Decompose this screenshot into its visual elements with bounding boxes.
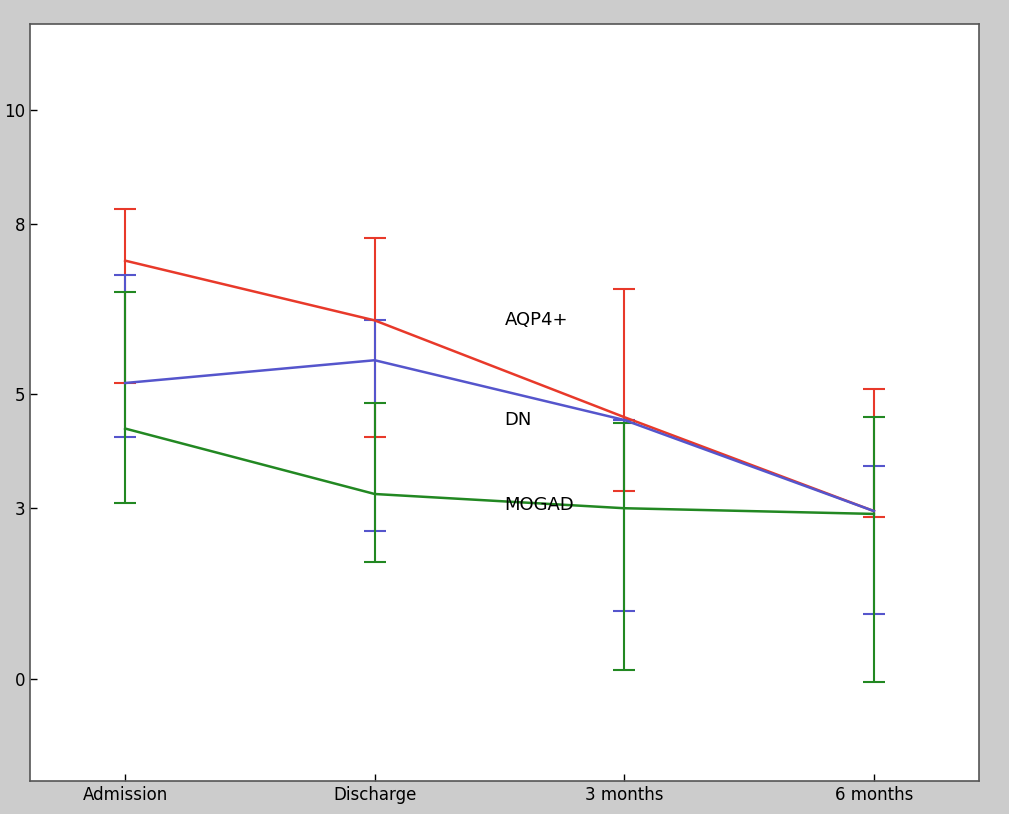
Text: MOGAD: MOGAD: [504, 497, 574, 514]
Text: DN: DN: [504, 411, 532, 429]
Text: AQP4+: AQP4+: [504, 312, 568, 330]
